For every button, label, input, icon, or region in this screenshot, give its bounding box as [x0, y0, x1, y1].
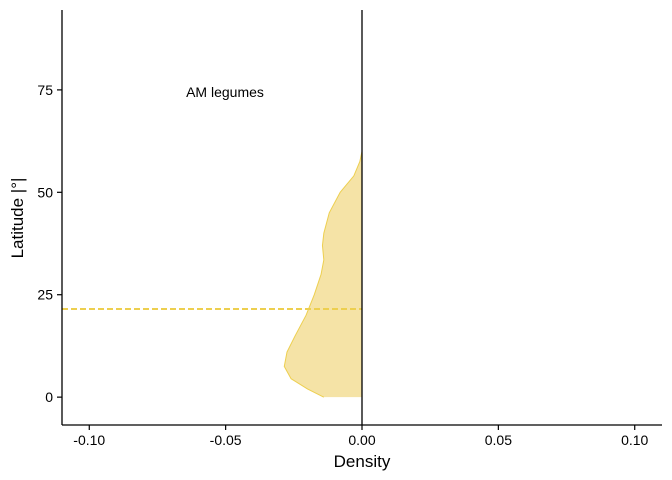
x-tick-label: 0.05: [485, 432, 512, 448]
y-tick-label: 0: [45, 389, 53, 405]
y-tick-label: 50: [37, 184, 53, 200]
y-axis-title: Latitude |°|: [8, 178, 27, 259]
series-annotation: AM legumes: [186, 84, 264, 100]
x-axis-title: Density: [334, 452, 391, 471]
y-tick-label: 75: [37, 82, 53, 98]
density-area-0: [284, 151, 362, 398]
plot-area: -0.10 -0.05 0.00 0.05 0.10 0 25 50 75: [37, 10, 662, 448]
x-tick-label: 0.00: [348, 432, 375, 448]
y-tick-label: 25: [37, 287, 53, 303]
x-tick-label: -0.10: [73, 432, 105, 448]
x-tick-label: -0.05: [210, 432, 242, 448]
x-tick-label: 0.10: [621, 432, 648, 448]
density-outline-0: [283, 151, 363, 398]
